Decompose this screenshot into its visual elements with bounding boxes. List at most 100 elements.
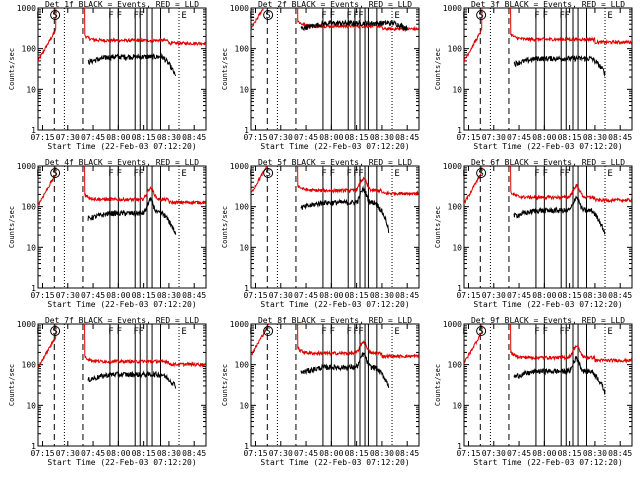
x-tick-label: 08:15 (558, 449, 582, 458)
panel-det-3: Det 3f BLACK = Events, RED = LLD 1 10 100 10… (434, 0, 633, 151)
marker-letter: F (330, 327, 335, 337)
marker-letter: F (565, 11, 570, 21)
marker-letter: F (139, 327, 144, 337)
x-tick-label: 08:30 (370, 449, 394, 458)
x-tick-label: 08:00 (106, 291, 130, 300)
panel-title: Det 8f BLACK = Events, RED = LLD (258, 316, 412, 325)
y-tick-label: 10 (239, 85, 249, 94)
plot-area (38, 324, 206, 446)
y-tick-label: 100 (22, 361, 37, 370)
x-tick-label: 07:30 (269, 133, 293, 142)
marker-letter: F (353, 11, 358, 21)
x-axis-label: Start Time (22-Feb-03 07:12:20) (260, 458, 409, 467)
marker-letter: F (534, 169, 539, 179)
x-tick-label: 08:45 (395, 449, 419, 458)
x-tick-label: 08:45 (608, 133, 632, 142)
marker-letter: F (139, 11, 144, 21)
x-axis-label: Start Time (22-Feb-03 07:12:20) (473, 458, 622, 467)
x-tick-label: 08:45 (608, 291, 632, 300)
marker-letter: E (394, 327, 399, 337)
x-tick-label: 08:45 (395, 133, 419, 142)
y-tick-label: 1000 (443, 4, 462, 13)
x-axis-label: Start Time (22-Feb-03 07:12:20) (47, 142, 196, 151)
y-axis-label: Counts/sec (221, 48, 229, 90)
black-events-series (87, 197, 177, 235)
marker-letter: E (607, 11, 612, 21)
x-tick-label: 07:15 (243, 449, 267, 458)
y-tick-label: 1000 (230, 320, 249, 329)
black-events-series (513, 195, 606, 235)
marker-letter-circle (50, 168, 61, 178)
marker-letter: F (565, 169, 570, 179)
marker-letter: F (133, 327, 138, 337)
marker-letter: F (353, 169, 358, 179)
marker-letter: F (358, 169, 363, 179)
marker-letter: F (559, 327, 564, 337)
y-tick-label: 10 (26, 85, 36, 94)
marker-letter: E (249, 11, 254, 21)
marker-letter: E (607, 327, 612, 337)
marker-letter: S (265, 327, 270, 337)
y-axis-label: Counts/sec (434, 364, 442, 406)
marker-letter: E (36, 11, 41, 21)
x-axis-label: Start Time (22-Feb-03 07:12:20) (260, 142, 409, 151)
x-tick-label: 08:45 (182, 449, 206, 458)
y-tick-label: 1 (31, 126, 36, 135)
x-tick-label: 08:15 (345, 133, 369, 142)
black-events-series (513, 356, 606, 395)
x-tick-label: 08:00 (106, 449, 130, 458)
marker-letter: F (321, 169, 326, 179)
marker-letter: F (358, 327, 363, 337)
x-tick-label: 08:45 (395, 291, 419, 300)
plot-area (464, 8, 632, 130)
red-lld-series (464, 166, 632, 205)
x-tick-label: 08:15 (132, 291, 156, 300)
marker-letter: S (265, 169, 270, 179)
x-tick-label: 08:00 (532, 449, 556, 458)
x-tick-label: 07:45 (507, 449, 531, 458)
plot-area (251, 8, 419, 130)
red-lld-series (38, 324, 206, 369)
x-tick-label: 08:30 (157, 291, 181, 300)
panel-title: Det 3f BLACK = Events, RED = LLD (471, 0, 625, 9)
x-tick-label: 07:30 (269, 291, 293, 300)
y-tick-label: 10 (452, 243, 462, 252)
y-axis-label: Counts/sec (221, 364, 229, 406)
marker-letter: E (394, 11, 399, 21)
x-tick-label: 07:30 (482, 133, 506, 142)
panel-det-9: Det 9f BLACK = Events, RED = LLD 1 10 100 10… (434, 316, 633, 467)
x-tick-label: 08:30 (583, 291, 607, 300)
plot-frame (37, 7, 207, 131)
x-tick-label: 07:30 (56, 133, 80, 142)
x-tick-label: 08:45 (182, 133, 206, 142)
marker-letter: E (181, 327, 186, 337)
x-tick-label: 07:45 (507, 133, 531, 142)
x-axis-label: Start Time (22-Feb-03 07:12:20) (473, 142, 622, 151)
plot-area (464, 324, 632, 446)
marker-letter: E (394, 169, 399, 179)
marker-letter: S (478, 327, 483, 337)
y-tick-label: 1000 (443, 162, 462, 171)
y-tick-label: 100 (235, 45, 250, 54)
black-events-series (87, 52, 177, 77)
red-lld-series (464, 324, 632, 364)
plot-area (251, 166, 419, 288)
marker-letter-circle (263, 10, 274, 20)
marker-letter: F (133, 169, 138, 179)
marker-letter: S (478, 11, 483, 21)
panel-title: Det 4f BLACK = Events, RED = LLD (45, 158, 199, 167)
marker-letter: E (462, 11, 467, 21)
y-tick-label: 1000 (17, 4, 36, 13)
x-tick-label: 08:15 (558, 133, 582, 142)
marker-letter: F (108, 169, 113, 179)
marker-letter: S (265, 11, 270, 21)
plot-frame (250, 7, 420, 131)
y-tick-label: 100 (235, 361, 250, 370)
x-tick-label: 07:45 (81, 133, 105, 142)
x-tick-label: 08:45 (608, 449, 632, 458)
marker-letter: F (133, 11, 138, 21)
x-tick-label: 07:45 (294, 291, 318, 300)
y-axis-label: Counts/sec (434, 48, 442, 90)
marker-letter: F (330, 11, 335, 21)
plot-frame (463, 323, 633, 447)
